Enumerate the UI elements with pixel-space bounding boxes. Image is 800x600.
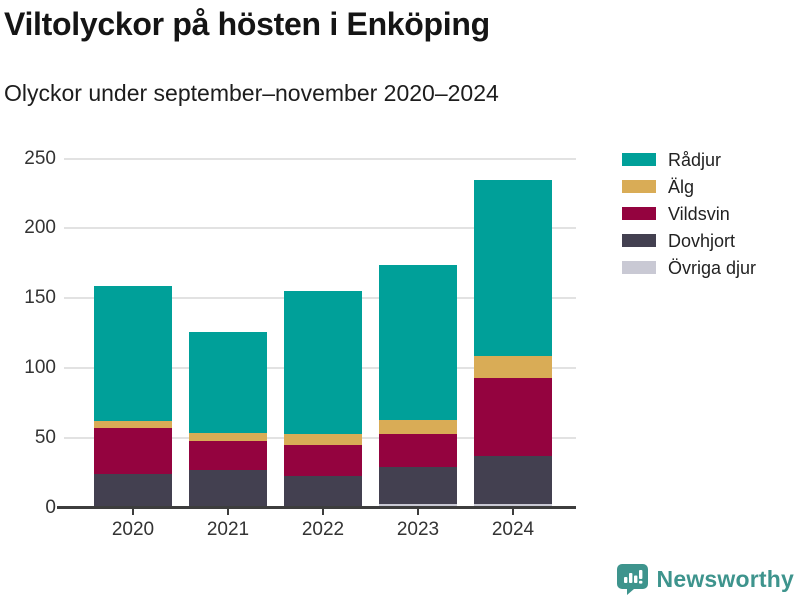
legend-label-Övriga djur: Övriga djur: [668, 258, 757, 278]
bar-segment-2023-Rådjur: [379, 264, 457, 420]
chart-legend: Rådjur Älg Vildsvin Dovhjort Övriga djur: [622, 150, 797, 285]
bar-segment-2024-Vildsvin: [474, 378, 552, 457]
bar-segment-2022-Vildsvin: [284, 445, 362, 476]
legend-item-Dovhjort: Dovhjort: [622, 231, 797, 258]
y-tick-label-150: 150: [24, 287, 56, 309]
y-tick-label-50: 50: [34, 427, 56, 449]
bar-segment-2020-Älg: [94, 421, 172, 429]
bar-segment-2022-Älg: [284, 433, 362, 446]
newsworthy-logo-icon: [616, 564, 648, 595]
legend-swatch-Rådjur: [622, 153, 656, 166]
bar-segment-2021-Vildsvin: [189, 440, 267, 471]
gridline-250: [64, 158, 576, 160]
y-tick-label-200: 200: [24, 217, 56, 239]
bar-2024: [474, 158, 552, 508]
chart-subtitle: Olyckor under september–november 2020–20…: [4, 80, 499, 106]
bar-2021: [189, 158, 267, 508]
legend-item-Rådjur: Rådjur: [622, 150, 797, 177]
x-tick-2024: [512, 509, 514, 515]
x-tick-2021: [227, 509, 229, 515]
plot-area: [64, 158, 576, 508]
bar-segment-2020-Vildsvin: [94, 428, 172, 475]
bar-segment-2020-Dovhjort: [94, 474, 172, 508]
bar-segment-2021-Rådjur: [189, 331, 267, 433]
legend-item-Älg: Älg: [622, 177, 797, 204]
y-tick-label-250: 250: [24, 147, 56, 169]
newsworthy-logo-text: Newsworthy: [656, 565, 794, 592]
legend-item-Vildsvin: Vildsvin: [622, 204, 797, 231]
x-axis-line: [57, 506, 576, 509]
legend-label-Rådjur: Rådjur: [668, 150, 722, 170]
bar-segment-2024-Rådjur: [474, 179, 552, 356]
chart-title: Viltolyckor på hösten i Enköping: [4, 6, 490, 42]
legend-label-Dovhjort: Dovhjort: [668, 231, 736, 251]
legend-swatch-Övriga djur: [622, 261, 656, 274]
bar-2020: [94, 158, 172, 508]
bar-segment-2023-Älg: [379, 419, 457, 434]
bar-2023: [379, 158, 457, 508]
bar-segment-2021-Dovhjort: [189, 470, 267, 508]
bar-segment-2023-Vildsvin: [379, 433, 457, 468]
bar-segment-2024-Älg: [474, 355, 552, 379]
legend-swatch-Dovhjort: [622, 234, 656, 247]
x-tick-label-2023: 2023: [396, 519, 440, 540]
legend-label-Vildsvin: Vildsvin: [668, 204, 730, 224]
bar-segment-2023-Dovhjort: [379, 467, 457, 504]
legend-label-Älg: Älg: [668, 177, 695, 197]
newsworthy-logo[interactable]: Newsworthy: [616, 562, 794, 596]
legend-item-Övriga djur: Övriga djur: [622, 258, 797, 285]
x-tick-label-2022: 2022: [301, 519, 345, 540]
x-tick-label-2021: 2021: [206, 519, 250, 540]
bar-segment-2022-Dovhjort: [284, 475, 362, 508]
legend-swatch-Älg: [622, 180, 656, 193]
bar-segment-2020-Rådjur: [94, 285, 172, 422]
gridline-200: [64, 227, 576, 230]
x-tick-2020: [132, 509, 134, 515]
bar-2022: [284, 158, 362, 508]
y-tick-label-100: 100: [24, 357, 56, 379]
bar-segment-2021-Älg: [189, 432, 267, 441]
bar-segment-2024-Dovhjort: [474, 456, 552, 504]
x-tick-label-2020: 2020: [111, 519, 155, 540]
x-tick-2022: [322, 509, 324, 515]
bar-segment-2022-Rådjur: [284, 291, 362, 434]
bar-segment-2024-Övriga djur: [474, 503, 552, 508]
bar-segment-2023-Övriga djur: [379, 503, 457, 508]
y-tick-label-0: 0: [45, 497, 56, 518]
x-tick-label-2024: 2024: [491, 519, 535, 540]
x-tick-2023: [417, 509, 419, 515]
legend-swatch-Vildsvin: [622, 207, 656, 220]
